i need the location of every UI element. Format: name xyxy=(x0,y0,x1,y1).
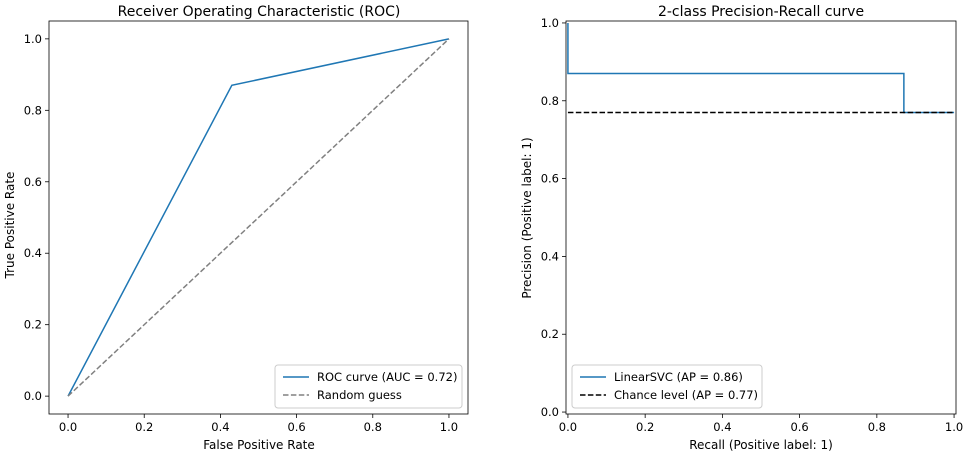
roc-x-tick-label: 0.8 xyxy=(364,420,382,434)
roc-x-tick-label: 0.6 xyxy=(287,420,305,434)
pr-series-0-line xyxy=(567,22,955,114)
pr-x-tick-label: 0.2 xyxy=(636,420,654,434)
roc-y-tick-label: 0.8 xyxy=(24,103,42,117)
roc-legend-box xyxy=(274,364,463,409)
pr-x-axis-label: Recall (Positive label: 1) xyxy=(689,438,833,452)
pr-x-tick-label: 0.8 xyxy=(868,420,886,434)
roc-x-tick-label: 0.2 xyxy=(135,420,153,434)
roc-x-tick-label: 0.0 xyxy=(59,420,77,434)
pr-axes-frame xyxy=(565,20,957,415)
roc-series-1-line xyxy=(67,38,450,397)
pr-legend-label: LinearSVC (AP = 0.86) xyxy=(614,370,743,384)
roc-chart: Receiver Operating Characteristic (ROC) … xyxy=(3,4,469,452)
roc-y-tick-label: 0.6 xyxy=(24,175,42,189)
roc-axes-frame xyxy=(48,20,469,415)
pr-x-tick-label: 0.6 xyxy=(790,420,808,434)
pr-x-tick-label: 0.0 xyxy=(559,420,577,434)
pr-y-tick-label: 0.8 xyxy=(541,94,559,108)
pr-y-tick-label: 1.0 xyxy=(541,16,559,30)
roc-x-axis-label: False Positive Rate xyxy=(203,438,315,452)
pr-y-axis-label: Precision (Positive label: 1) xyxy=(520,137,534,298)
roc-series-0-line xyxy=(67,38,450,397)
pr-legend-label: Chance level (AP = 0.77) xyxy=(614,388,758,402)
roc-legend-label: Random guess xyxy=(317,388,402,402)
pr-y-tick-label: 0.4 xyxy=(541,249,559,263)
roc-x-tick-label: 1.0 xyxy=(440,420,458,434)
precision-recall-chart: 2-class Precision-Recall curve Recall (P… xyxy=(520,4,963,452)
roc-legend: ROC curve (AUC = 0.72) Random guess xyxy=(274,364,463,409)
roc-y-tick-label: 1.0 xyxy=(24,32,42,46)
roc-y-tick-label: 0.4 xyxy=(24,246,42,260)
pr-legend: LinearSVC (AP = 0.86) Chance level (AP = … xyxy=(571,364,763,409)
pr-y-tick-label: 0.2 xyxy=(541,327,559,341)
roc-y-tick-label: 0.0 xyxy=(24,389,42,403)
pr-y-tick-label: 0.6 xyxy=(541,172,559,186)
roc-title: Receiver Operating Characteristic (ROC) xyxy=(118,4,401,20)
roc-y-axis-label: True Positive Rate xyxy=(3,172,17,280)
pr-x-tick-label: 0.4 xyxy=(713,420,731,434)
pr-legend-box xyxy=(571,364,763,409)
pr-y-tick-label: 0.0 xyxy=(541,405,559,419)
pr-x-tick-label: 1.0 xyxy=(945,420,963,434)
roc-legend-label: ROC curve (AUC = 0.72) xyxy=(317,370,457,384)
pr-title: 2-class Precision-Recall curve xyxy=(658,4,864,20)
roc-y-tick-label: 0.2 xyxy=(24,318,42,332)
roc-x-tick-label: 0.4 xyxy=(211,420,229,434)
